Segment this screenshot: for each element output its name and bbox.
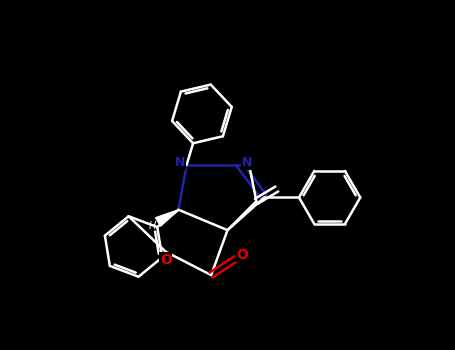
Text: N: N [242,156,252,169]
Text: O: O [236,248,248,262]
Text: N: N [175,156,186,169]
Text: O: O [160,253,172,267]
Polygon shape [156,210,178,226]
Text: H: H [148,221,156,231]
